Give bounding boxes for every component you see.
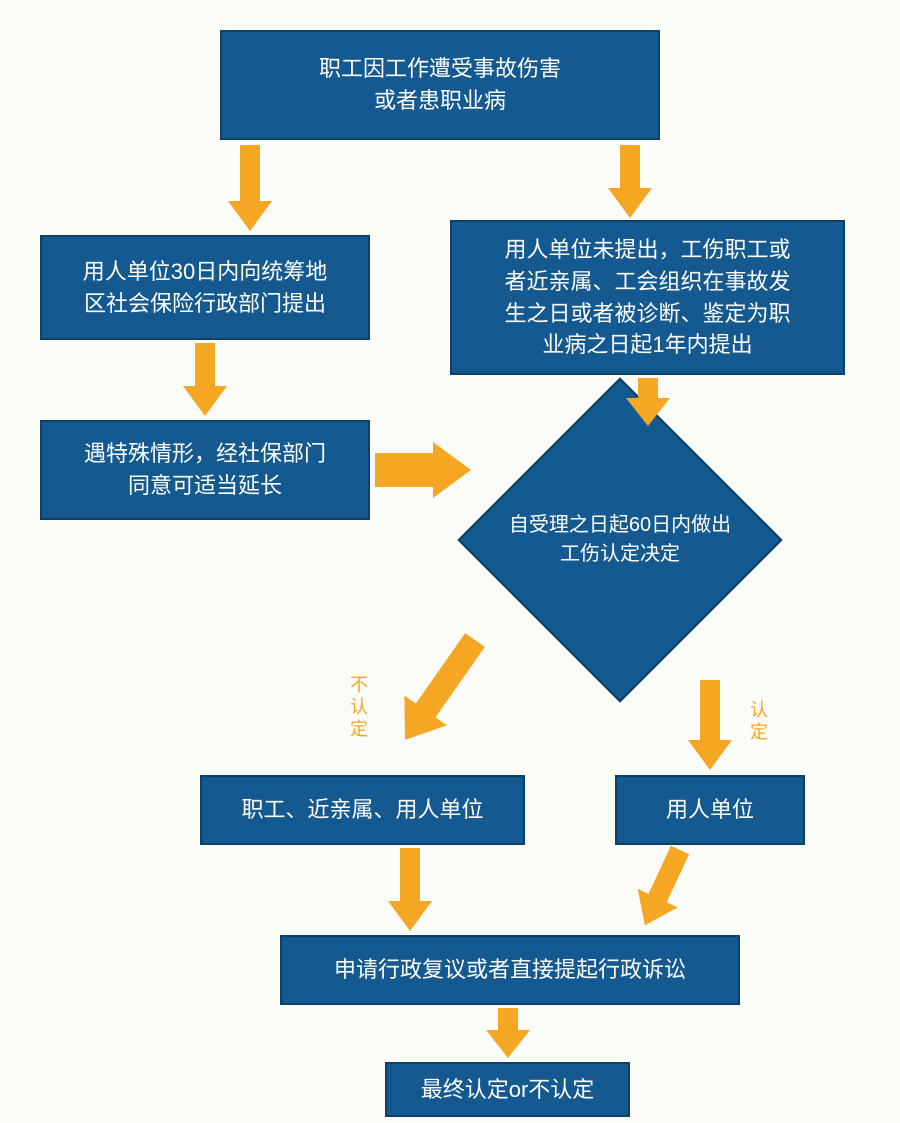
arrow-icon: [625, 841, 700, 935]
node-text: 遇特殊情形，经社保部门: [84, 438, 326, 470]
node-text: 区社会保险行政部门提出: [83, 288, 327, 320]
arrow-icon: [388, 848, 432, 931]
flow-node-extend: 遇特殊情形，经社保部门 同意可适当延长: [40, 420, 370, 520]
edge-label-approved: 认定: [745, 700, 771, 744]
flow-node-start: 职工因工作遭受事故伤害 或者患职业病: [220, 30, 660, 140]
edge-label-not-approved: 不认定: [345, 675, 371, 741]
node-text: 或者患职业病: [319, 85, 561, 117]
arrow-icon: [228, 145, 272, 231]
arrow-icon: [384, 625, 497, 755]
arrow-icon: [375, 442, 471, 498]
node-text: 生之日或者被诊断、鉴定为职: [504, 298, 790, 330]
flow-node-final: 最终认定or不认定: [385, 1062, 630, 1117]
node-text: 业病之日起1年内提出: [504, 329, 790, 361]
node-text: 职工、近亲属、用人单位: [241, 794, 483, 826]
arrow-icon: [183, 343, 227, 416]
node-text: 自受理之日起60日内做出: [507, 511, 733, 540]
node-text: 最终认定or不认定: [421, 1074, 595, 1106]
node-text: 工伤认定决定: [507, 540, 733, 569]
flow-decision-60days: 自受理之日起60日内做出 工伤认定决定: [457, 377, 782, 702]
flow-node-employer-30days: 用人单位30日内向统筹地 区社会保险行政部门提出: [40, 235, 370, 340]
node-text: 同意可适当延长: [84, 470, 326, 502]
arrow-icon: [608, 145, 652, 218]
flow-node-parties-not-approved: 职工、近亲属、用人单位: [200, 775, 525, 845]
node-text: 申请行政复议或者直接提起行政诉讼: [334, 954, 686, 986]
flow-node-employer-approved: 用人单位: [615, 775, 805, 845]
node-text: 职工因工作遭受事故伤害: [319, 53, 561, 85]
node-text: 用人单位未提出，工伤职工或: [504, 234, 790, 266]
arrow-icon: [688, 680, 732, 770]
flow-node-appeal: 申请行政复议或者直接提起行政诉讼: [280, 935, 740, 1005]
node-text: 用人单位30日内向统筹地: [83, 256, 327, 288]
flow-node-worker-1year: 用人单位未提出，工伤职工或 者近亲属、工会组织在事故发 生之日或者被诊断、鉴定为…: [450, 220, 845, 375]
arrow-icon: [486, 1008, 530, 1058]
node-text: 者近亲属、工会组织在事故发: [504, 266, 790, 298]
node-text: 用人单位: [666, 794, 754, 826]
